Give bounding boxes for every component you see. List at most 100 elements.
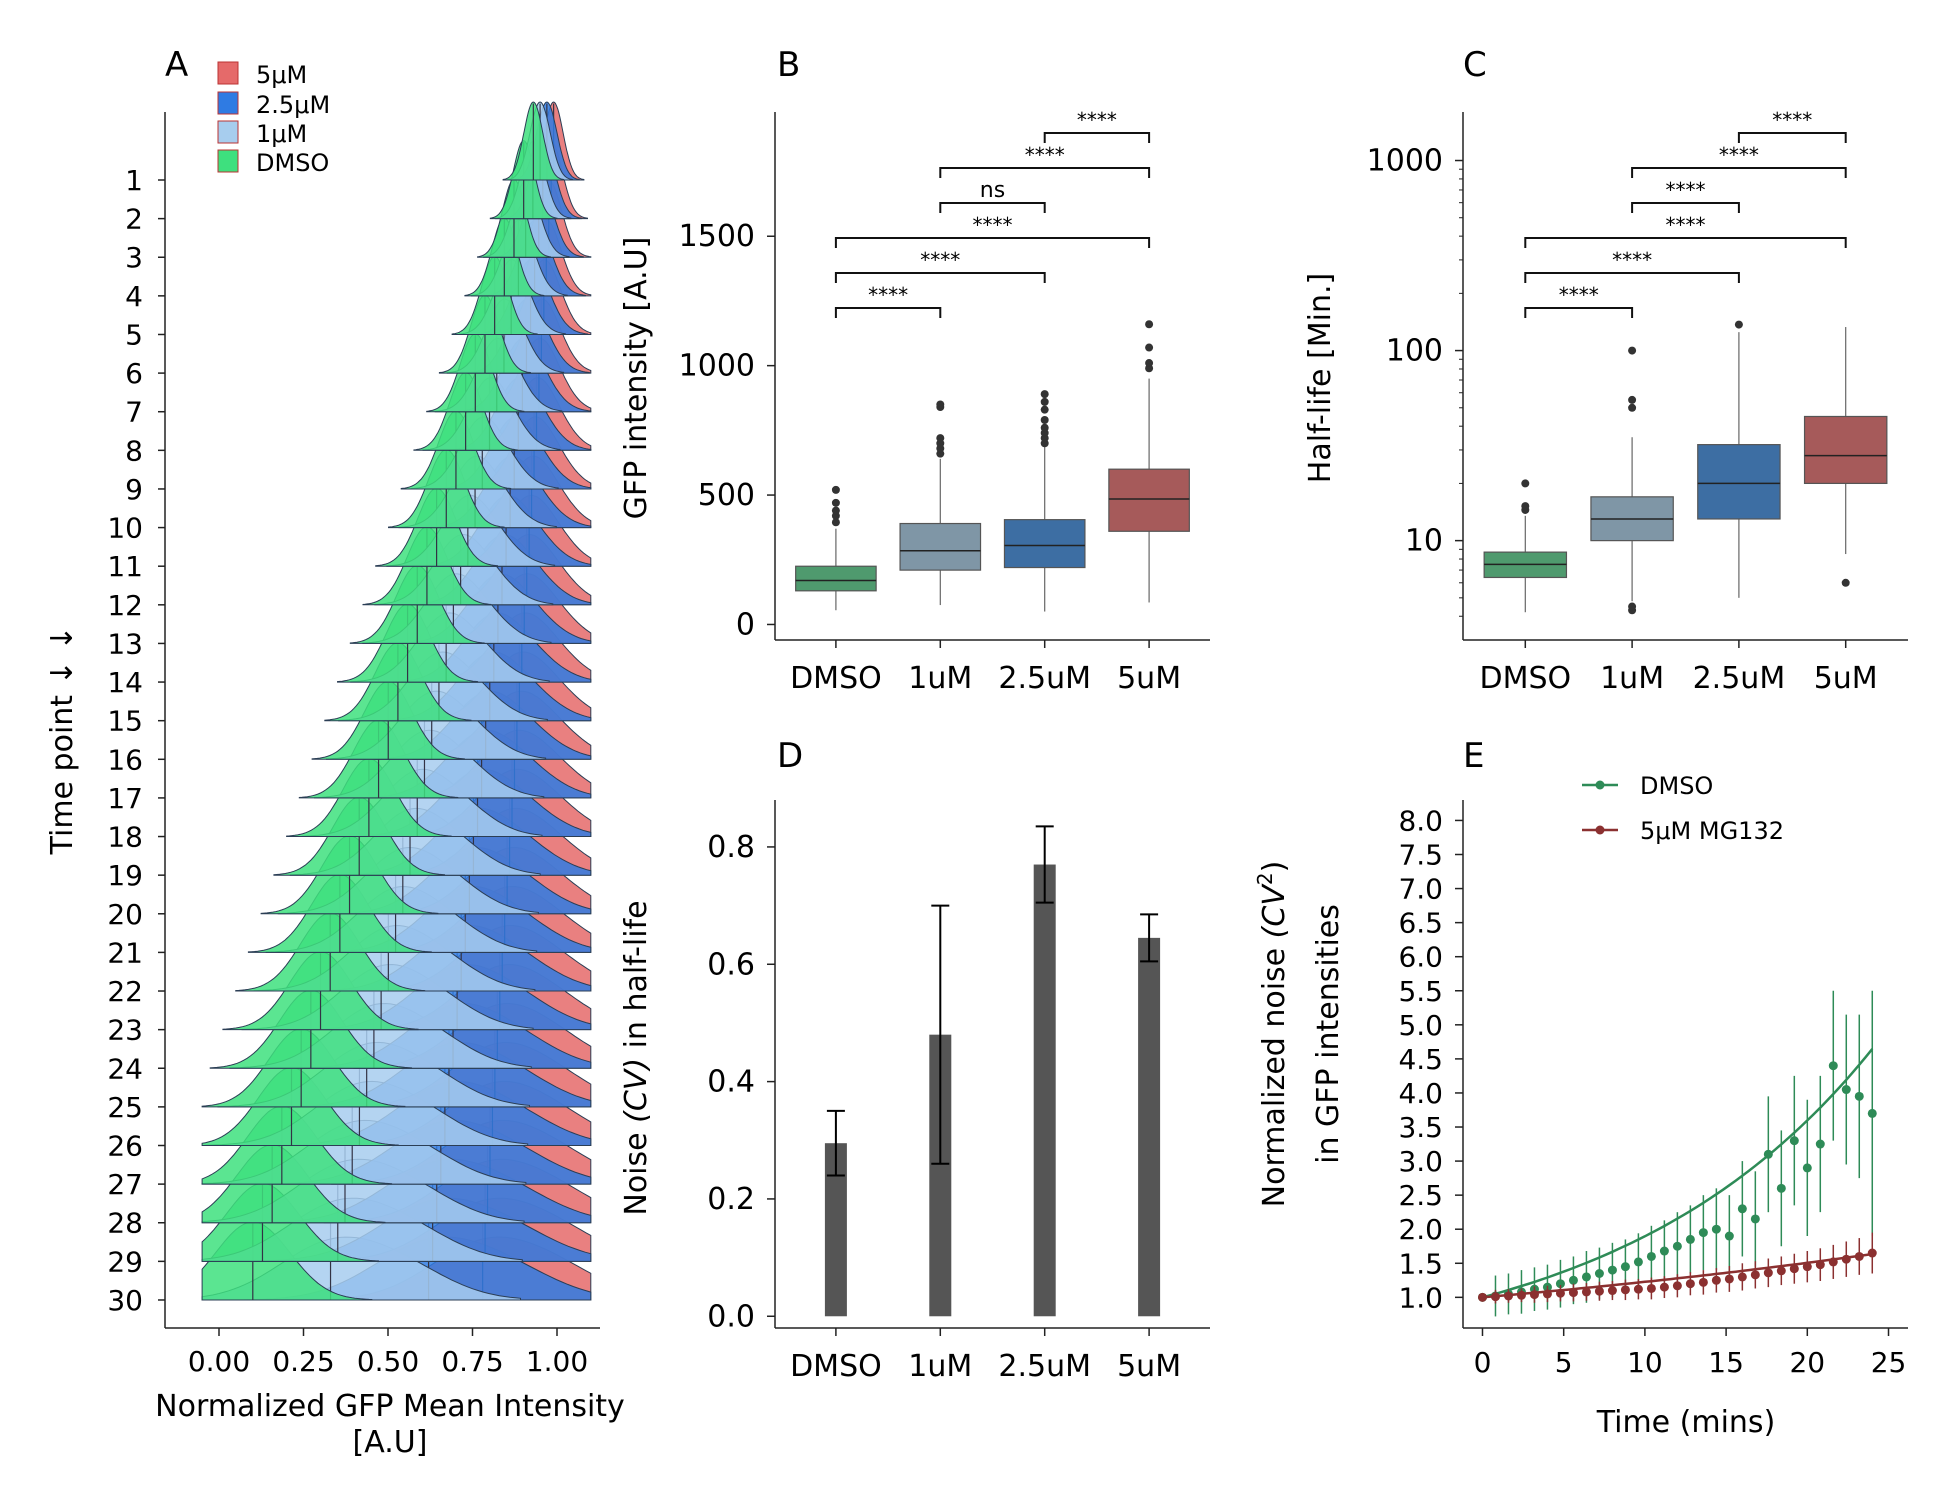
panel-a-y-tick-label: 7: [125, 396, 143, 429]
panel-label-D: D: [777, 736, 803, 776]
panel-e-x-tick-label: 10: [1627, 1346, 1663, 1379]
panel-a-y-tick-label: 1: [125, 164, 143, 197]
panel-b-y-tick-label: 0: [736, 607, 755, 642]
panel-e-point: [1581, 1287, 1591, 1297]
panel-d-y-label-post: in half-life: [619, 900, 654, 1058]
panel-e-y-tick-label: 2.5: [1398, 1179, 1443, 1212]
panel-a-ridge-row: [464, 217, 592, 297]
panel-a-ridge-row: [324, 642, 592, 722]
panel-c-sig-bracket: [1524, 272, 1740, 283]
panel-e-point: [1659, 1246, 1669, 1256]
panel-a-y-tick-label: 3: [125, 241, 143, 274]
panel-e-point: [1776, 1266, 1786, 1276]
panel-d-barchart: 0.0 0.2 0.4 0.6 0.8 DMSO 1uM 2.5uM 5uM Noise (CV)…: [619, 800, 1210, 1384]
panel-e-x-tick-label: 0: [1474, 1346, 1492, 1379]
panel-e-point: [1516, 1290, 1526, 1300]
panel-e-point: [1854, 1251, 1864, 1261]
panel-e-y-tick-label: 4.0: [1398, 1077, 1443, 1110]
panel-b-sig-label: ****: [920, 248, 960, 272]
panel-d-x-tick-label: 5uM: [1117, 1349, 1181, 1384]
panel-c-sig-bracket: [1524, 307, 1634, 318]
panel-c-y-tick-label: 1000: [1367, 144, 1443, 179]
panel-e-point: [1711, 1224, 1721, 1234]
panel-a-y-tick-label: 2: [125, 203, 143, 236]
panel-b-outlier: [831, 506, 840, 515]
panel-b-outlier: [936, 434, 945, 443]
panel-a-legend-swatch: [217, 61, 239, 85]
panel-e-y-label-line2: in GFP intensities: [1311, 904, 1346, 1164]
panel-a-y-tick-label: 24: [107, 1052, 143, 1085]
panel-b-x-tick-label: 1uM: [908, 661, 972, 696]
panel-e-point: [1815, 1139, 1825, 1149]
panel-e-point: [1672, 1241, 1682, 1251]
panel-c-outlier: [1628, 403, 1637, 412]
panel-a-y-tick-label: 6: [125, 357, 143, 390]
panel-e-point: [1763, 1149, 1773, 1159]
panel-a-y-tick-label: 14: [107, 666, 143, 699]
panel-a-x-tick-label: 0.25: [272, 1345, 334, 1378]
panel-c-x-tick-label: 1uM: [1600, 661, 1664, 696]
panel-b-outlier: [831, 498, 840, 507]
panel-a-y-tick-label: 18: [107, 821, 143, 854]
panel-a-y-tick-label: 10: [107, 512, 143, 545]
panel-e-point: [1646, 1251, 1656, 1261]
panel-e-point: [1685, 1234, 1695, 1244]
panel-b-outlier: [1040, 423, 1049, 432]
panel-d-y-tick-label: 0.4: [707, 1065, 755, 1100]
panel-d-y-tick-label: 0.0: [707, 1299, 755, 1334]
panel-a-y-tick-label: 22: [107, 975, 143, 1008]
panel-e-x-label: Time (mins): [1596, 1405, 1776, 1440]
panel-b-boxplot: 0 500 1000 1500 DMSO 1uM 2.5uM 5uM **** **** **** n…: [619, 108, 1210, 696]
panel-c-outlier: [1628, 602, 1637, 611]
panel-e-point: [1542, 1289, 1552, 1299]
panel-e-point: [1828, 1257, 1838, 1267]
panel-a-ridgeline: 1234567891011121314151617181920212223242…: [45, 61, 625, 1460]
panel-e-y-tick-label: 4.5: [1398, 1043, 1443, 1076]
panel-e-point: [1594, 1286, 1604, 1296]
panel-e-x-tick-label: 25: [1871, 1346, 1907, 1379]
panel-a-y-tick-label: 21: [107, 936, 143, 969]
panel-e-point: [1477, 1292, 1487, 1302]
panel-label-B: B: [777, 45, 800, 85]
panel-e-point: [1555, 1288, 1565, 1298]
panel-b-sig-label: ****: [1025, 143, 1065, 167]
panel-e-point: [1750, 1270, 1760, 1280]
panel-a-y-tick-label: 11: [107, 550, 143, 583]
panel-e-point: [1789, 1264, 1799, 1274]
panel-e-point: [1685, 1279, 1695, 1289]
panel-b-box-DMSO: [795, 565, 877, 592]
panel-b-outlier: [936, 400, 945, 409]
panel-b-sig-label: ****: [973, 213, 1013, 237]
panel-e-y-tick-label: 7.5: [1398, 839, 1443, 872]
panel-c-sig-bracket: [1631, 202, 1740, 213]
panel-c-boxplot-log: 10 100 1000 DMSO 1uM 2.5uM 5uM **** **** **** ****…: [1303, 108, 1908, 696]
panel-e-y-tick-label: 2.0: [1398, 1213, 1443, 1246]
panel-e-series-mg132: [1477, 1232, 1877, 1304]
panel-e-y-tick-label: 5.0: [1398, 1009, 1443, 1042]
panel-label-E: E: [1463, 736, 1484, 776]
panel-e-point: [1815, 1260, 1825, 1270]
panel-b-x-tick-label: DMSO: [790, 661, 882, 696]
panel-b-y-label: GFP intensity [A.U]: [619, 237, 654, 520]
panel-a-ridge-row: [349, 564, 592, 644]
panel-e-linechart: 1.01.52.02.53.03.54.04.55.05.56.06.57.07…: [1253, 772, 1908, 1440]
panel-a-legend-label: 5μM: [256, 61, 307, 89]
panel-d-y-tick-label: 0.8: [707, 830, 755, 865]
panel-e-point: [1828, 1061, 1838, 1071]
panel-e-point: [1529, 1290, 1539, 1300]
panel-e-y-label-sup: 2: [1253, 872, 1277, 885]
panel-e-point: [1659, 1282, 1669, 1292]
panel-a-legend-label: 1μM: [256, 120, 307, 148]
panel-c-sig-bracket: [1737, 132, 1847, 143]
panel-e-y-tick-label: 3.5: [1398, 1111, 1443, 1144]
panel-a-x-tick-label: 0.00: [188, 1345, 250, 1378]
panel-d-x-tick-label: 1uM: [908, 1349, 972, 1384]
panel-a-x-label: Normalized GFP Mean Intensity: [155, 1389, 625, 1424]
panel-b-outlier: [1040, 416, 1049, 424]
panel-a-y-label: Time point ↓ ↓: [45, 626, 80, 856]
panel-b-outlier: [1145, 343, 1154, 352]
panel-e-point: [1789, 1136, 1799, 1146]
panel-c-outlier: [1841, 578, 1850, 587]
panel-e-point: [1503, 1291, 1513, 1301]
